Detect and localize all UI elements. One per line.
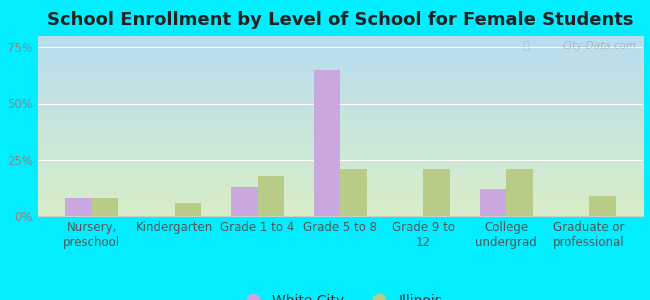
Text: City-Data.com: City-Data.com [563,41,637,51]
Legend: White City, Illinois: White City, Illinois [233,288,448,300]
Bar [92,198,118,216]
Bar [589,196,616,216]
Bar [65,198,92,216]
Bar [314,70,341,216]
Bar [341,169,367,216]
Bar [480,189,506,216]
Text: ⓘ: ⓘ [522,41,528,51]
Bar [506,169,533,216]
Bar [231,187,257,216]
Bar [175,202,201,216]
Bar [257,176,284,216]
Title: School Enrollment by Level of School for Female Students: School Enrollment by Level of School for… [47,11,634,29]
Bar [423,169,450,216]
